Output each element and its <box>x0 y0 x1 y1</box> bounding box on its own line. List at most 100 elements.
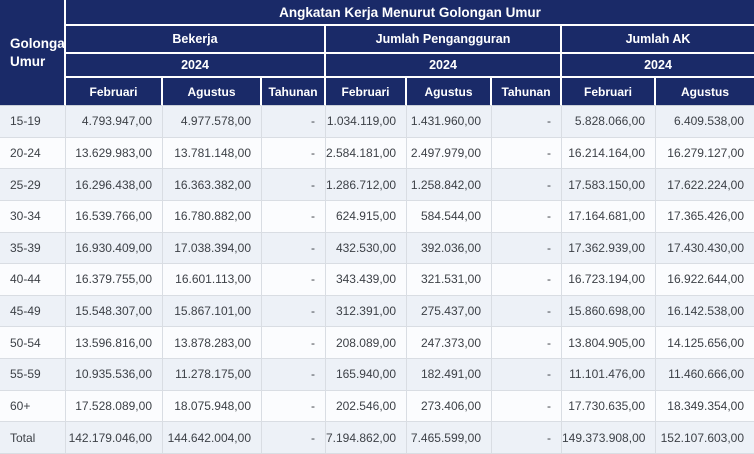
cell: - <box>262 169 326 201</box>
cell: 1.431.960,00 <box>407 106 492 138</box>
month-header-ak-februari: Februari <box>562 78 656 106</box>
cell: 392.036,00 <box>407 232 492 265</box>
cell: 17.622.224,00 <box>656 169 754 201</box>
cell: 321.531,00 <box>407 264 492 296</box>
table-row: 40-44 16.379.755,00 16.601.113,00 - 343.439,… <box>0 264 754 296</box>
table-row: Total 142.179.046,00 144.642.004,00-7.194.… <box>0 422 754 454</box>
cell: 208.089,00 <box>326 327 407 359</box>
cell: 17.164.681,00 <box>562 200 656 233</box>
cell: - <box>262 137 326 170</box>
cell: 1.258.842,00 <box>407 169 492 201</box>
cell: 16.214.164,00 <box>562 137 656 170</box>
cell: - <box>492 295 562 328</box>
row-label: 30-34 <box>0 200 66 233</box>
cell: 13.596.816,00 <box>66 327 163 359</box>
cell: 14.125.656,00 <box>656 327 754 359</box>
month-header-bekerja-tahunan: Tahunan <box>262 78 326 106</box>
cell: 343.439,00 <box>326 264 407 296</box>
cell: - <box>492 200 562 233</box>
cell: 2.584.181,00 <box>326 137 407 170</box>
table-row: 60+ 17.528.089,00 18.075.948,00-202.546,00… <box>0 390 754 423</box>
year-header-jumlah-pengangguran: 2024 <box>326 54 562 78</box>
cell: 17.038.394,00 <box>163 232 262 265</box>
cell: - <box>262 295 326 328</box>
cell: 16.379.755,00 <box>66 264 163 296</box>
cell: 165.940,00 <box>326 359 407 391</box>
row-label: 45-49 <box>0 295 66 328</box>
cell: - <box>262 106 326 138</box>
cell: 18.075.948,00 <box>163 390 262 423</box>
row-label: 20-24 <box>0 137 66 170</box>
table-row: 35-39 16.930.409,00 17.038.394,00-432.530,… <box>0 232 754 265</box>
cell: 17.583.150,00 <box>562 169 656 201</box>
cell: - <box>492 422 562 454</box>
cell: 13.629.983,00 <box>66 137 163 170</box>
cell: 17.730.635,00 <box>562 390 656 423</box>
cell: 182.491,00 <box>407 359 492 391</box>
cell: 11.278.175,00 <box>163 359 262 391</box>
cell: 144.642.004,00 <box>163 422 262 454</box>
cell: 13.781.148,00 <box>163 137 262 170</box>
cell: 16.601.113,00 <box>163 264 262 296</box>
cell: 16.279.127,00 <box>656 137 754 170</box>
cell: 247.373,00 <box>407 327 492 359</box>
table-row: 50-54 13.596.816,00 13.878.283,00-208.089,… <box>0 327 754 359</box>
cell: 17.365.426,00 <box>656 200 754 233</box>
cell: 16.922.644,00 <box>656 264 754 296</box>
cell: 273.406,00 <box>407 390 492 423</box>
table-row: 30-34 16.539.766,00 16.780.882,00-624.915,… <box>0 200 754 233</box>
cell: 6.409.538,00 <box>656 106 754 138</box>
cell: 4.793.947,00 <box>66 106 163 138</box>
table-row: 25-29 16.296.438,00 16.363.382,00-1.286.71… <box>0 169 754 201</box>
cell: 16.780.882,00 <box>163 200 262 233</box>
cell: 4.977.578,00 <box>163 106 262 138</box>
cell: 16.539.766,00 <box>66 200 163 233</box>
cell: 16.296.438,00 <box>66 169 163 201</box>
year-header-bekerja: 2024 <box>66 54 326 78</box>
cell: 13.804.905,00 <box>562 327 656 359</box>
cell: 5.828.066,00 <box>562 106 656 138</box>
cell: 18.349.354,00 <box>656 390 754 423</box>
row-label: 25-29 <box>0 169 66 201</box>
cell: 10.935.536,00 <box>66 359 163 391</box>
cell: 11.460.666,00 <box>656 359 754 391</box>
cell: 7.194.862,00 <box>326 422 407 454</box>
row-label: Total <box>0 422 66 454</box>
year-header-jumlah-ak: 2024 <box>562 54 754 78</box>
cell: 624.915,00 <box>326 200 407 233</box>
cell: - <box>492 106 562 138</box>
cell: - <box>262 422 326 454</box>
table-row: 20-24 13.629.983,00 13.781.148,00-2.584.18… <box>0 137 754 170</box>
cell: 2.497.979,00 <box>407 137 492 170</box>
cell: 15.860.698,00 <box>562 295 656 328</box>
cell: 13.878.283,00 <box>163 327 262 359</box>
month-header-pengangguran-februari: Februari <box>326 78 407 106</box>
group-header-jumlah-ak: Jumlah AK <box>562 26 754 54</box>
cell: 1.286.712,00 <box>326 169 407 201</box>
cell: 16.142.538,00 <box>656 295 754 328</box>
table-body: 15-19 4.793.947,00 4.977.578,00-1.034.119,… <box>0 106 754 454</box>
table-row: 45-49 15.548.307,00 15.867.101,00-312.391,… <box>0 295 754 328</box>
cell: - <box>262 200 326 233</box>
cell: - <box>492 264 562 296</box>
cell: - <box>492 390 562 423</box>
month-header-ak-agustus: Agustus <box>656 78 754 106</box>
row-label: 50-54 <box>0 327 66 359</box>
cell: 152.107.603,00 <box>656 422 754 454</box>
cell: 584.544,00 <box>407 200 492 233</box>
cell: 202.546,00 <box>326 390 407 423</box>
cell: 312.391,00 <box>326 295 407 328</box>
cell: - <box>262 232 326 265</box>
table-header: Golongan Umur Angkatan Kerja Menurut Gol… <box>0 0 754 106</box>
cell: 15.867.101,00 <box>163 295 262 328</box>
cell: 149.373.908,00 <box>562 422 656 454</box>
row-label: 40-44 <box>0 264 66 296</box>
row-header-golongan-umur: Golongan Umur <box>0 0 66 106</box>
month-header-bekerja-februari: Februari <box>66 78 163 106</box>
month-header-pengangguran-agustus: Agustus <box>407 78 492 106</box>
cell: 16.930.409,00 <box>66 232 163 265</box>
cell: 15.548.307,00 <box>66 295 163 328</box>
cell: - <box>492 232 562 265</box>
